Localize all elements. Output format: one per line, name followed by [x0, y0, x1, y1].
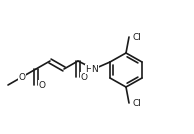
Text: H: H — [86, 64, 92, 74]
Text: O: O — [18, 72, 25, 81]
Text: Cl: Cl — [133, 33, 141, 42]
Text: N: N — [92, 64, 98, 74]
Text: Cl: Cl — [133, 98, 141, 107]
Text: O: O — [81, 72, 87, 81]
Text: O: O — [38, 81, 46, 90]
